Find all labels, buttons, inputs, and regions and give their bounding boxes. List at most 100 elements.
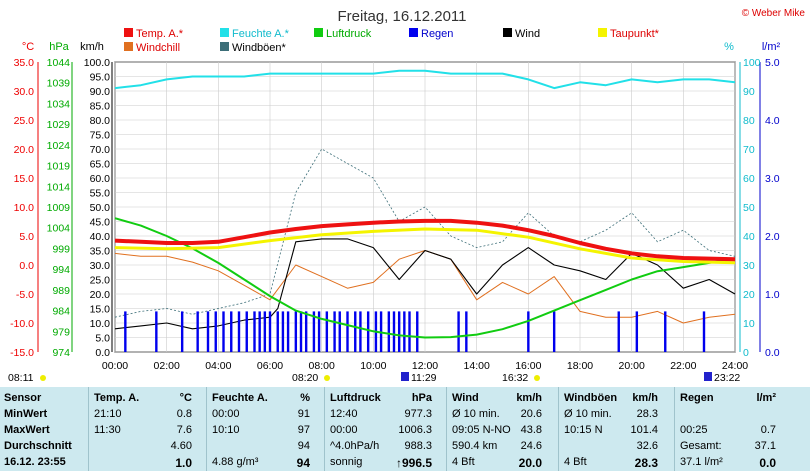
tick-time: 20:00 — [619, 360, 645, 372]
tick-rain: 4.0 — [765, 115, 780, 127]
unit-kmh: km/h — [80, 41, 104, 53]
table-header: Wind — [452, 392, 479, 404]
table-cell-label: Ø 10 min. — [452, 408, 500, 420]
tick-time: 18:00 — [567, 360, 593, 372]
tick-percent: 80 — [743, 115, 755, 127]
rain-bar — [268, 311, 272, 352]
tick-percent: 40 — [743, 231, 755, 243]
rain-bar — [664, 311, 667, 352]
tick-hpa: 1034 — [47, 98, 71, 110]
rain-bar — [457, 311, 460, 352]
table-column-divider — [558, 387, 559, 471]
legend-swatch-regen — [409, 28, 418, 37]
tick-kmh: 30.0 — [90, 260, 111, 272]
table-cell-label: ^4.0hPa/h — [330, 440, 380, 452]
table-cell-value: 94 — [296, 456, 310, 470]
tick-percent: 90 — [743, 86, 755, 98]
chart-series — [114, 69, 736, 352]
tick-hpa: 1014 — [47, 181, 71, 193]
moon-time: 23:22 — [714, 372, 740, 384]
sun-time: 08:20 — [292, 372, 318, 384]
tick-celsius: 15.0 — [14, 173, 35, 185]
table-cell-value: 101.4 — [630, 424, 658, 436]
table-cell-label: 4.88 g/m³ — [212, 456, 259, 468]
tick-time: 06:00 — [257, 360, 283, 372]
tick-rain: 2.0 — [765, 231, 780, 243]
tick-time: 24:00 — [722, 360, 748, 372]
tick-hpa: 1039 — [47, 78, 71, 90]
rain-bar — [408, 311, 411, 352]
tick-time: 12:00 — [412, 360, 438, 372]
table-cell-value: ↑996.5 — [395, 456, 432, 470]
legend-label-regen: Regen — [421, 28, 453, 40]
rain-bar — [317, 311, 321, 352]
tick-percent: 0 — [743, 347, 749, 359]
rain-bar — [387, 311, 391, 352]
rain-bar — [180, 311, 184, 352]
tick-kmh: 80.0 — [90, 115, 111, 127]
series-line-taupunkt — [114, 227, 736, 265]
table-cell-label: 21:10 — [94, 408, 122, 420]
legend-swatch-feuchte — [220, 28, 229, 37]
rain-bar — [359, 311, 362, 352]
rain-bar — [354, 311, 357, 352]
table-cell-value: 91 — [297, 408, 310, 420]
tick-hpa: 1044 — [47, 57, 71, 69]
table-cell-label: 12:40 — [330, 408, 358, 420]
legend-swatch-wind — [503, 28, 512, 37]
rain-bar — [338, 311, 341, 352]
tick-celsius: 20.0 — [14, 144, 35, 156]
tick-kmh: 70.0 — [90, 144, 111, 156]
table-column-divider — [206, 387, 207, 471]
tick-kmh: 95.0 — [90, 72, 111, 84]
rain-bar — [392, 311, 396, 352]
tick-kmh: 85.0 — [90, 101, 111, 113]
tick-time: 14:00 — [464, 360, 490, 372]
tick-kmh: 90.0 — [90, 86, 111, 98]
table-header-unit: % — [300, 392, 310, 404]
tick-percent: 10 — [743, 318, 755, 330]
tick-kmh: 20.0 — [90, 289, 111, 301]
rain-bar — [263, 311, 267, 352]
table-row-label: MaxWert — [4, 424, 50, 436]
unit-hpa: hPa — [49, 41, 69, 53]
legend-label-windboeen: Windböen* — [232, 42, 287, 54]
unit-celsius: °C — [22, 41, 34, 53]
table-cell-value: 20.6 — [520, 408, 542, 420]
statistics-table: Sensor MinWert MaxWert Durchschnitt 16.12. 2… — [0, 387, 810, 471]
table-cell-value: 1006.3 — [398, 424, 432, 436]
rain-bar — [294, 311, 298, 352]
table-cell-value: 1.0 — [175, 456, 192, 470]
series-line-feuchte — [114, 69, 736, 90]
tick-celsius: 35.0 — [14, 57, 35, 69]
legend-label-feuchte: Feuchte A.* — [232, 28, 290, 40]
table-column-divider — [674, 387, 675, 471]
table-header-unit: hPa — [411, 392, 432, 404]
table-column-divider — [324, 387, 325, 471]
table-cell-label: 00:00 — [212, 408, 240, 420]
sun-icon — [324, 375, 330, 381]
tick-percent: 60 — [743, 173, 755, 185]
table-header-unit: km/h — [516, 392, 542, 404]
chart-legend: Temp. A.* Feuchte A.* Luftdruck Regen Wind Ta… — [124, 28, 660, 54]
legend-swatch-taupunkt — [598, 28, 607, 37]
tick-hpa: 1019 — [47, 161, 71, 173]
tick-rain: 0.0 — [765, 347, 780, 359]
rain-bar — [346, 311, 349, 352]
unit-percent: % — [724, 41, 734, 53]
tick-time: 04:00 — [205, 360, 231, 372]
table-cell-label: 4 Bft — [452, 456, 475, 468]
tick-kmh: 5.0 — [95, 333, 110, 345]
table-cell-label: Ø 10 min. — [564, 408, 612, 420]
rain-bar — [281, 311, 285, 352]
legend-label-wind: Wind — [515, 28, 540, 40]
rain-bar — [276, 311, 279, 352]
tick-celsius: 5.0 — [19, 231, 34, 243]
tick-time: 22:00 — [670, 360, 696, 372]
table-cell-value: 28.3 — [636, 408, 658, 420]
rain-bar — [286, 311, 290, 352]
rain-bar — [312, 311, 316, 352]
table-header: Temp. A. — [94, 392, 140, 404]
table-cell-label: 590.4 km — [452, 440, 498, 452]
tick-hpa: 984 — [52, 306, 70, 318]
